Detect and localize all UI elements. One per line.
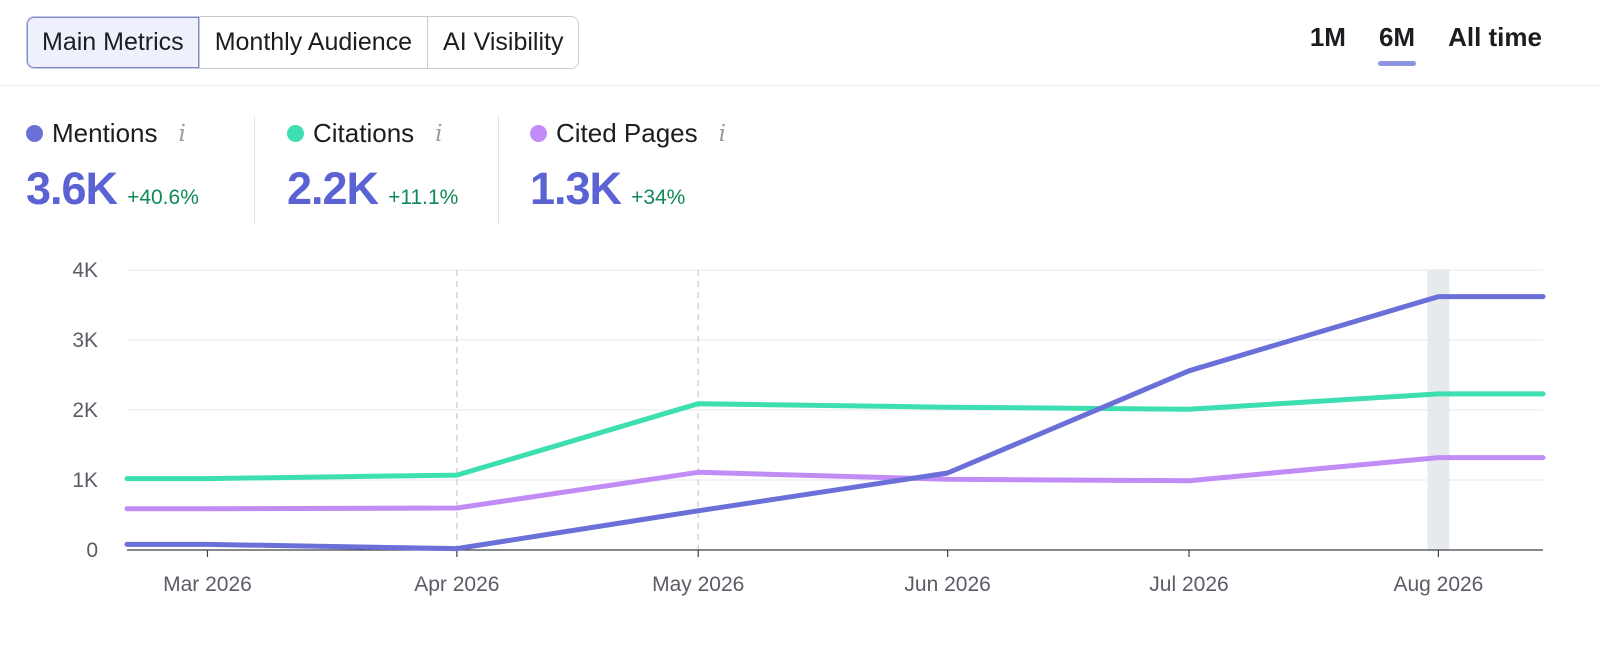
metric-label: Mentions xyxy=(52,118,158,148)
metric-cited-pages: Cited Pages i 1.3K +34% xyxy=(530,118,726,226)
metric-change: +11.1% xyxy=(388,186,459,209)
y-tick-label: 0 xyxy=(86,539,98,562)
metric-change: +34% xyxy=(631,186,686,209)
y-tick-label: 2K xyxy=(72,399,98,422)
metric-divider xyxy=(254,116,255,224)
tab-ai-visibility[interactable]: AI Visibility xyxy=(427,17,579,68)
metric-label: Cited Pages xyxy=(556,118,698,148)
x-tick-label: Mar 2026 xyxy=(163,573,252,596)
tab-main-metrics[interactable]: Main Metrics xyxy=(27,17,199,68)
y-tick-label: 4K xyxy=(72,259,98,282)
y-tick-label: 3K xyxy=(72,329,98,352)
x-tick-label: May 2026 xyxy=(652,573,744,596)
metric-value: 1.3K xyxy=(530,163,622,214)
series-line-mentions xyxy=(124,294,1546,552)
info-icon[interactable]: i xyxy=(435,120,443,147)
metric-mentions: Mentions i 3.6K +40.6% xyxy=(26,118,199,226)
metric-divider xyxy=(498,116,499,224)
tab-monthly-audience[interactable]: Monthly Audience xyxy=(198,17,428,68)
series-line-cited-pages xyxy=(124,455,1546,512)
mentions-legend-dot xyxy=(26,125,43,142)
x-tick-label: Jul 2026 xyxy=(1149,573,1228,596)
x-tick-label: Jun 2026 xyxy=(904,573,990,596)
metric-tabs: Main Metrics Monthly Audience AI Visibil… xyxy=(26,16,580,69)
range-selector: 1M 6M All time xyxy=(1277,22,1542,66)
cited-pages-legend-dot xyxy=(530,125,547,142)
metric-label: Citations xyxy=(313,118,415,148)
metric-change: +40.6% xyxy=(127,186,199,209)
citations-legend-dot xyxy=(287,125,304,142)
metric-citations: Citations i 2.2K +11.1% xyxy=(287,118,458,226)
range-6m[interactable]: 6M xyxy=(1377,22,1417,66)
metric-value: 3.6K xyxy=(26,163,118,214)
x-tick-label: Aug 2026 xyxy=(1393,573,1483,596)
info-icon[interactable]: i xyxy=(178,120,186,147)
top-bar: Main Metrics Monthly Audience AI Visibil… xyxy=(0,0,1600,86)
y-tick-label: 1K xyxy=(72,469,98,492)
series-line-citations xyxy=(124,391,1546,482)
range-all-time[interactable]: All time xyxy=(1448,22,1542,52)
range-1m[interactable]: 1M xyxy=(1309,22,1346,52)
metric-value: 2.2K xyxy=(287,163,379,214)
x-tick-label: Apr 2026 xyxy=(414,573,499,596)
info-icon[interactable]: i xyxy=(718,120,727,147)
